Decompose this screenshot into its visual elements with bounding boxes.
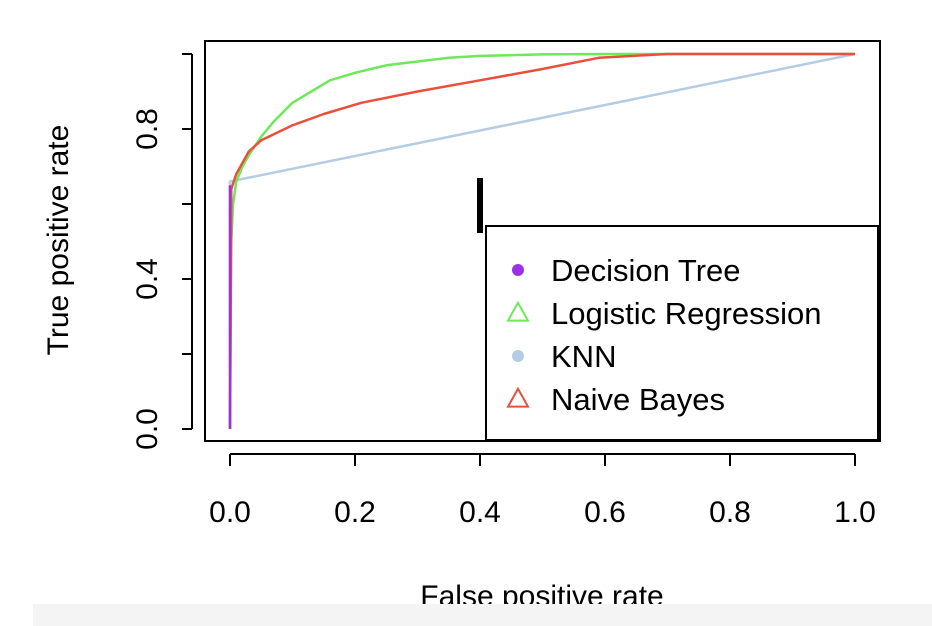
series-line-naive-bayes [228, 52, 855, 430]
legend-label: KNN [551, 339, 616, 374]
legend-marker-decision-tree [512, 264, 524, 276]
x-tick-label: 1.0 [834, 496, 876, 529]
x-tick-label: 0.8 [709, 496, 751, 529]
series-layer [228, 52, 856, 430]
x-tick-label: 0.4 [459, 496, 501, 529]
y-tick-label: 0.4 [131, 258, 164, 300]
series-line-logistic-regression [228, 52, 855, 430]
legend-marker-naive-bayes [506, 386, 530, 408]
x-tick-label: 0.0 [209, 496, 251, 529]
legend-label: Decision Tree [551, 253, 741, 288]
legend-marker-knn [512, 350, 524, 362]
y-tick-label: 0.0 [131, 408, 164, 450]
y-axis: 0.0 0.4 0.8 [131, 53, 193, 450]
legend-marker-logistic-regression [506, 300, 530, 322]
cursor-mark [477, 178, 483, 233]
y-axis-label: True positive rate [42, 125, 75, 356]
x-tick-label: 0.2 [334, 496, 376, 529]
legend-label: Logistic Regression [551, 296, 822, 331]
x-tick-label: 0.6 [584, 496, 626, 529]
legend: Decision Tree Logistic Regression KNN Naive… [485, 225, 879, 441]
y-tick-label: 0.8 [131, 108, 164, 150]
legend-box [485, 225, 879, 441]
footer-band [33, 604, 932, 626]
legend-label: Naive Bayes [551, 382, 725, 417]
x-axis: 0.0 0.2 0.4 0.6 0.8 1.0 [209, 453, 876, 529]
